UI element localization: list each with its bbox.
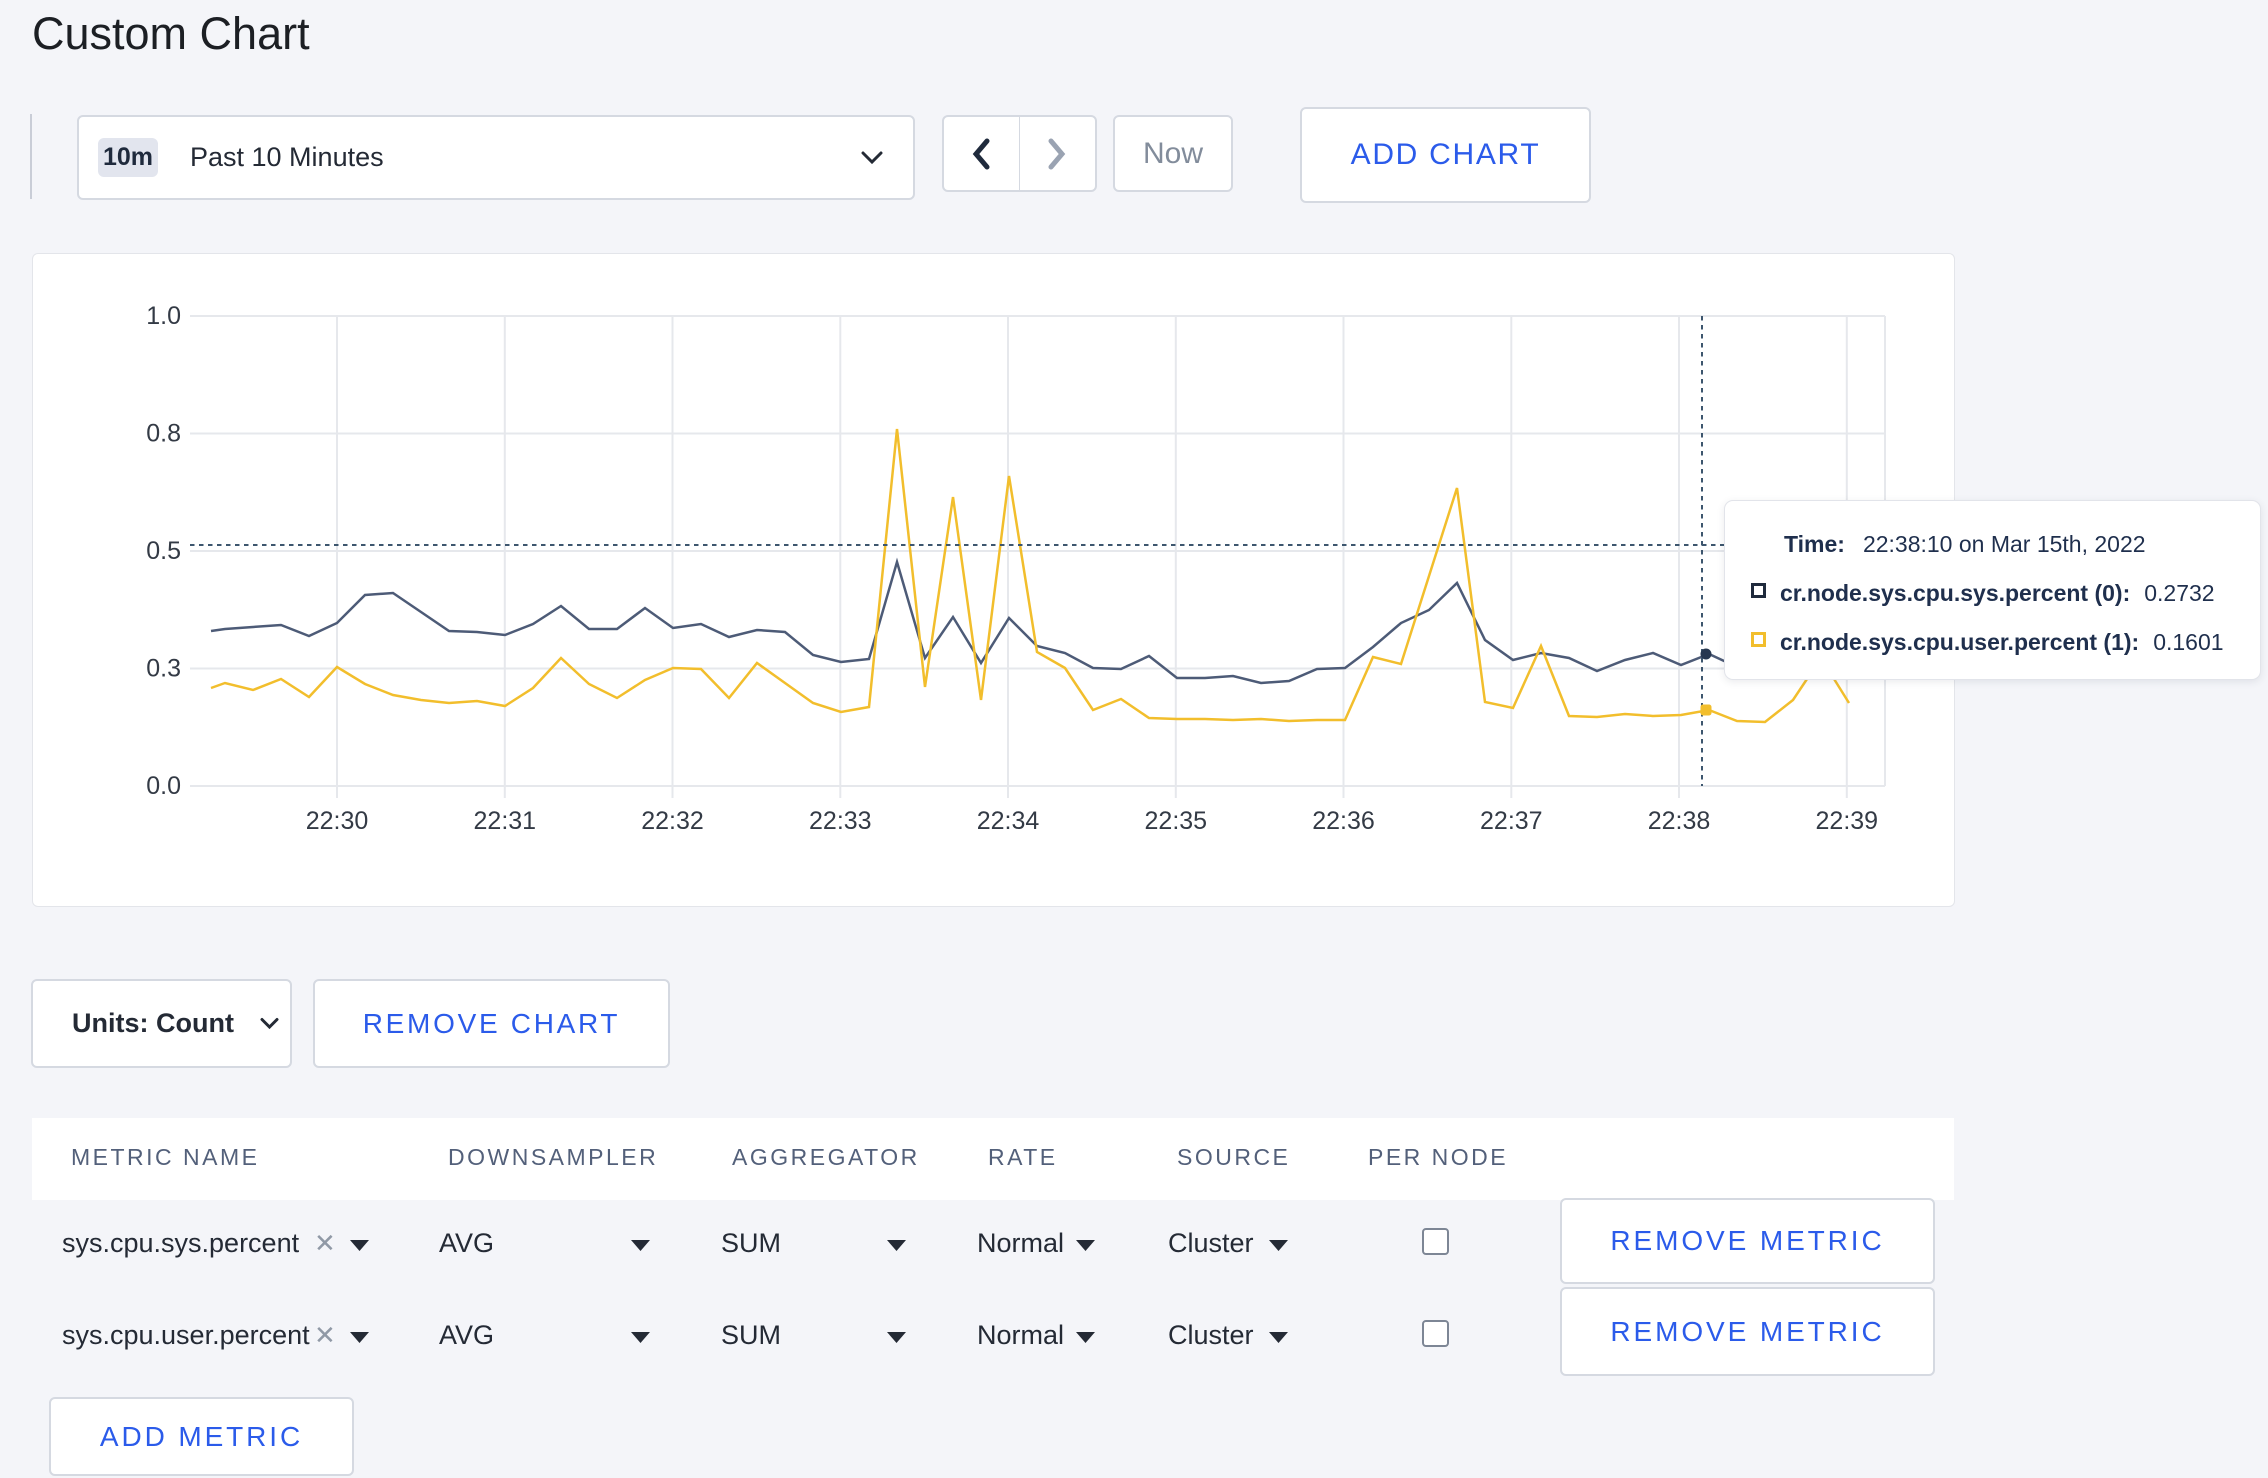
- svg-text:22:36: 22:36: [1312, 807, 1375, 835]
- svg-text:22:30: 22:30: [306, 807, 369, 835]
- svg-text:22:38: 22:38: [1648, 807, 1711, 835]
- svg-text:0.8: 0.8: [146, 420, 181, 448]
- svg-text:0.3: 0.3: [146, 655, 181, 683]
- svg-text:0.0: 0.0: [146, 772, 181, 800]
- svg-text:22:34: 22:34: [977, 807, 1040, 835]
- svg-text:22:33: 22:33: [809, 807, 872, 835]
- svg-text:22:37: 22:37: [1480, 807, 1543, 835]
- svg-text:22:39: 22:39: [1816, 807, 1879, 835]
- svg-text:22:35: 22:35: [1145, 807, 1208, 835]
- svg-text:22:32: 22:32: [641, 807, 704, 835]
- svg-text:0.5: 0.5: [146, 537, 181, 565]
- svg-text:1.0: 1.0: [146, 302, 181, 330]
- svg-text:22:31: 22:31: [474, 807, 537, 835]
